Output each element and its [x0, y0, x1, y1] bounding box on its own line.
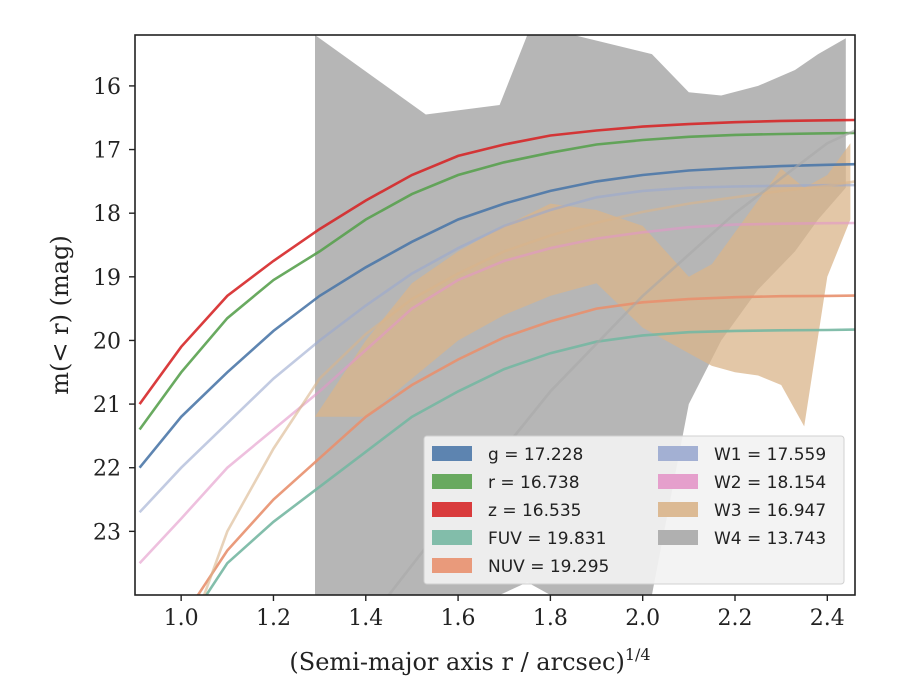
legend-label-5: W1 = 17.559	[714, 445, 826, 465]
legend-label-7: W3 = 16.947	[714, 501, 826, 521]
series-line-5	[138, 183, 855, 514]
series-line-4	[196, 294, 855, 595]
x-tick-label-1: 1.2	[256, 606, 291, 631]
series-line-2	[138, 118, 855, 405]
x-axis-label: (Semi-major axis r / arcsec)1/4	[289, 645, 650, 676]
y-tick-label-5: 21	[93, 393, 121, 418]
legend-label-6: W2 = 18.154	[714, 473, 826, 493]
x-tick-label-6: 2.2	[718, 606, 753, 631]
legend-swatch-4	[432, 558, 472, 573]
series-line-1	[138, 131, 855, 431]
band-1	[315, 143, 851, 427]
plot-area	[138, 35, 855, 595]
legend-swatch-7	[658, 502, 698, 517]
legend-swatch-6	[658, 474, 698, 489]
legend-swatch-0	[432, 446, 472, 461]
legend-swatch-8	[658, 530, 698, 545]
y-tick-label-6: 22	[93, 457, 121, 482]
y-tick-label-3: 19	[93, 266, 121, 291]
x-tick-label-4: 1.8	[533, 606, 568, 631]
y-tick-label-2: 18	[93, 202, 121, 227]
y-tick-label-4: 20	[93, 329, 121, 354]
legend-swatch-3	[432, 530, 472, 545]
legend-label-2: z = 16.535	[488, 501, 581, 521]
legend-swatch-2	[432, 502, 472, 517]
legend-label-1: r = 16.738	[488, 473, 580, 493]
x-tick-label-2: 1.4	[348, 606, 383, 631]
x-tick-label-0: 1.0	[164, 606, 199, 631]
y-tick-label-7: 23	[93, 520, 121, 545]
legend-label-0: g = 17.228	[488, 445, 583, 465]
legend-label-3: FUV = 19.831	[488, 529, 606, 549]
y-tick-label-1: 17	[93, 139, 121, 164]
series-line-6	[138, 221, 855, 565]
series-line-3	[204, 328, 855, 595]
x-tick-label-5: 2.0	[625, 606, 660, 631]
legend-swatch-5	[658, 446, 698, 461]
legend-box	[423, 435, 845, 585]
legend-label-4: NUV = 19.295	[488, 557, 609, 577]
legend-swatch-1	[432, 474, 472, 489]
legend: g = 17.228 r = 16.738 z = 16.535 FUV = 19.8…	[423, 435, 845, 585]
y-tick-label-0: 16	[93, 75, 121, 100]
x-tick-label-7: 2.4	[810, 606, 845, 631]
y-axis-label: m(< r) (mag)	[46, 235, 74, 394]
plot-frame	[134, 34, 856, 596]
x-tick-label-3: 1.6	[441, 606, 476, 631]
series-line-0	[138, 162, 855, 469]
legend-label-8: W4 = 13.743	[714, 529, 826, 549]
